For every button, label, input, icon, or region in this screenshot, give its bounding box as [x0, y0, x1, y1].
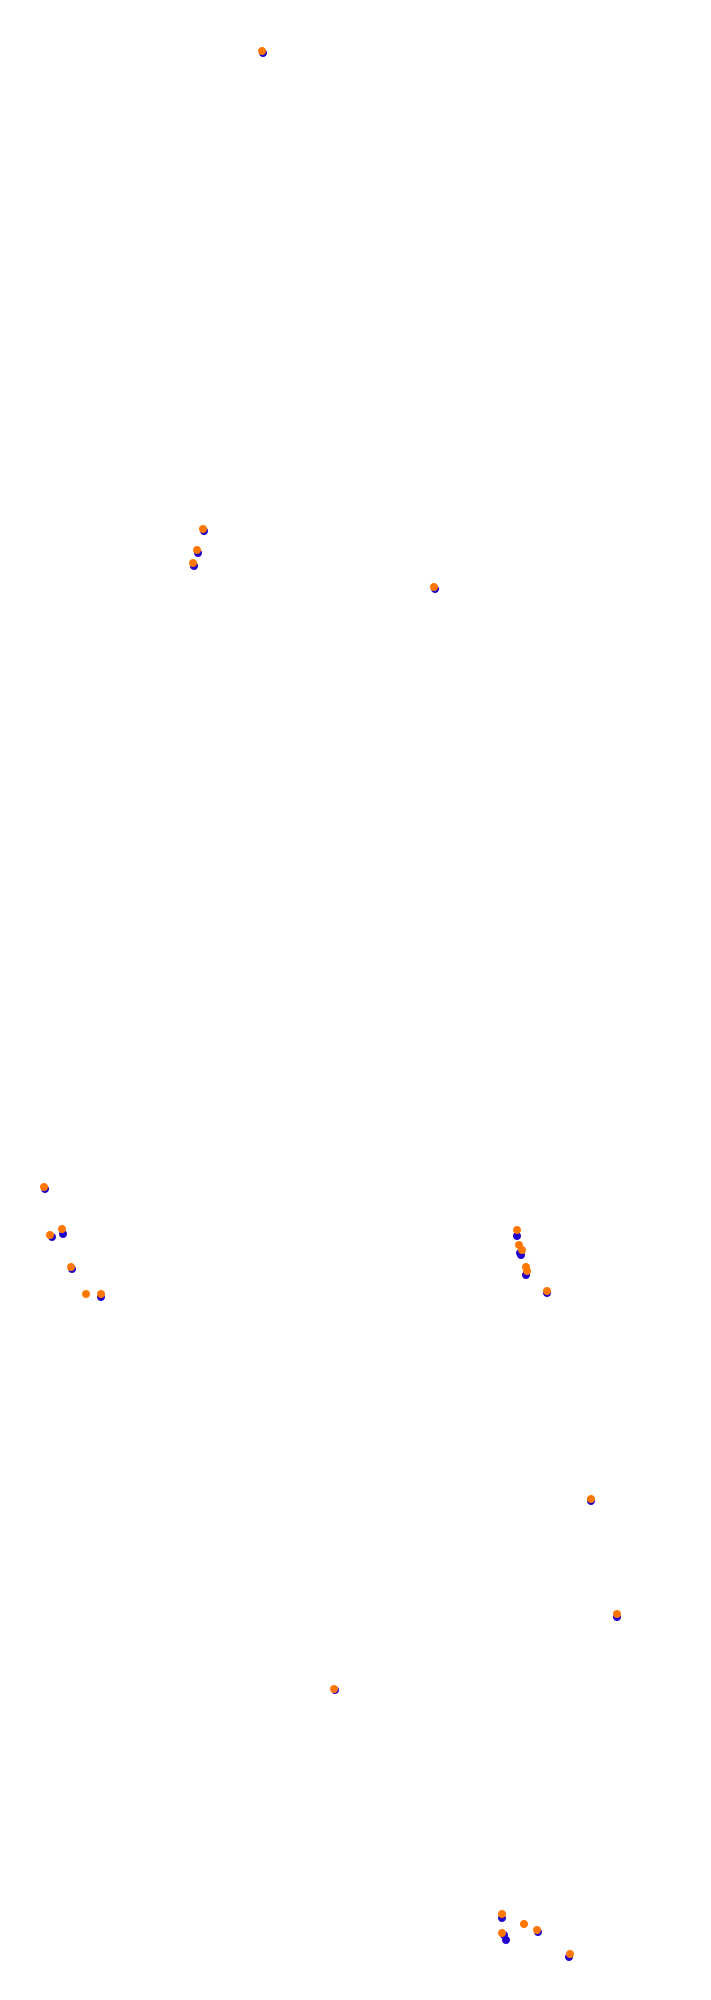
data-points-layer [40, 47, 621, 1961]
data-point-s1-3 [189, 559, 197, 567]
series-1 [40, 47, 621, 1958]
data-point-s0-10 [513, 1232, 521, 1240]
data-point-s1-2 [193, 546, 201, 554]
data-point-s1-17 [587, 1495, 595, 1503]
data-point-s1-23 [533, 1926, 541, 1934]
data-point-s1-5 [40, 1183, 48, 1191]
data-point-s1-20 [498, 1910, 506, 1918]
data-point-s1-19 [330, 1685, 338, 1693]
data-point-s1-11 [513, 1226, 521, 1234]
data-point-s1-8 [67, 1263, 75, 1271]
data-point-s1-4 [430, 583, 438, 591]
data-point-s1-9 [82, 1290, 90, 1298]
data-point-s1-1 [199, 525, 207, 533]
data-point-s1-10 [97, 1290, 105, 1298]
data-point-s1-15 [523, 1267, 531, 1275]
data-point-s1-7 [58, 1225, 66, 1233]
data-point-s1-0 [258, 47, 266, 55]
data-point-s1-22 [520, 1920, 528, 1928]
data-point-s1-21 [498, 1929, 506, 1937]
data-point-s1-16 [543, 1287, 551, 1295]
data-point-s0-20 [502, 1936, 510, 1944]
data-point-s1-18 [613, 1610, 621, 1618]
data-point-s1-6 [46, 1231, 54, 1239]
data-point-s1-24 [566, 1950, 574, 1958]
data-point-s1-13 [518, 1246, 526, 1254]
